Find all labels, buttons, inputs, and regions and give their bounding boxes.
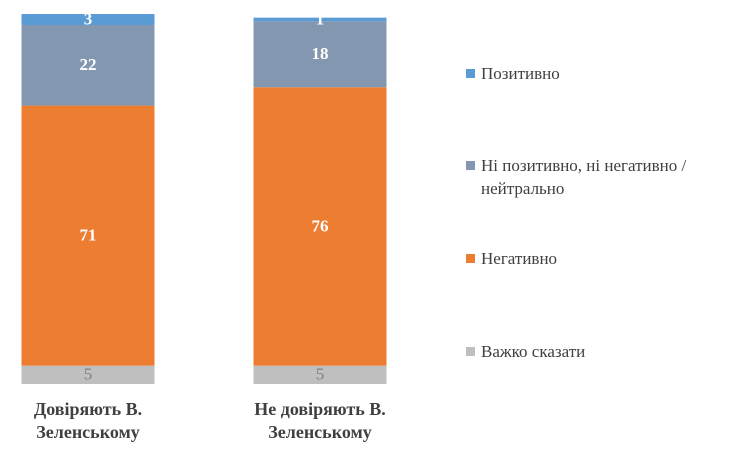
legend-label: Негативно [481,249,558,268]
data-label: 71 [80,226,97,245]
bar-segment [21,105,155,366]
data-label: 5 [84,365,93,384]
bar-segment [253,21,387,88]
legend-item: Ні позитивно, ні негативно / нейтрально [466,154,731,200]
legend-swatch [466,161,475,170]
bar-segment [21,365,155,384]
data-label: 76 [312,216,329,235]
legend-item: Важко сказати [466,340,731,363]
legend-swatch [466,69,475,78]
bar-segment [253,17,387,22]
legend-label: Ні позитивно, ні негативно / нейтрально [481,156,687,198]
legend-label: Важко сказати [481,342,586,361]
data-label: 22 [80,55,97,74]
bar-segment [21,24,155,106]
bar-segment [21,14,155,25]
legend-swatch [466,347,475,356]
bar-segment [253,87,387,366]
legend-swatch [466,254,475,263]
category-label: Не довіряють В. Зеленському [254,399,386,442]
data-label: 3 [84,9,93,28]
data-label: 5 [316,365,325,384]
bar-segment [253,365,387,384]
data-label: 18 [312,44,329,63]
legend-label: Позитивно [481,64,560,83]
data-label: 1 [316,9,325,28]
category-label: Довіряють В. Зеленському [33,399,143,442]
legend-item: Позитивно [466,62,731,85]
legend-item: Негативно [466,247,731,270]
